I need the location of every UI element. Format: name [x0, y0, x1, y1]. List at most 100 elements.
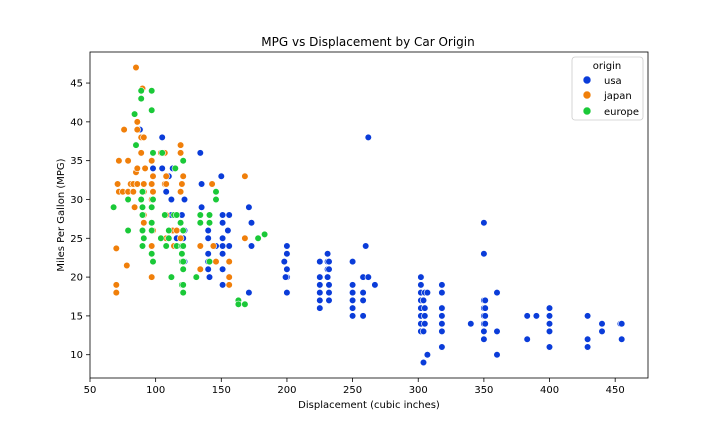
point-europe-52 — [212, 195, 220, 204]
point-usa-72 — [349, 281, 357, 289]
point-usa-69 — [325, 296, 333, 305]
point-europe-55 — [234, 300, 242, 308]
legend-marker-europe — [582, 106, 592, 116]
point-japan-39 — [149, 172, 157, 180]
point-europe-2 — [124, 195, 132, 204]
point-japan-26 — [140, 180, 148, 188]
point-europe-16 — [148, 203, 156, 211]
points-layer — [109, 63, 626, 367]
point-usa-38 — [219, 242, 227, 250]
point-europe-6 — [137, 94, 145, 103]
point-usa-129 — [545, 312, 554, 320]
point-usa-47 — [247, 242, 256, 250]
legend: origin usa japan europe — [571, 56, 644, 121]
point-japan-8 — [123, 261, 131, 270]
legend-label-usa: usa — [604, 76, 622, 87]
point-usa-60 — [316, 296, 324, 305]
point-usa-24 — [198, 180, 206, 188]
point-usa-133 — [583, 312, 592, 320]
point-usa-93 — [419, 358, 428, 367]
y-tick-label-20: 20 — [70, 273, 83, 284]
point-europe-50 — [205, 219, 214, 227]
point-usa-73 — [349, 289, 357, 297]
point-usa-34 — [217, 172, 225, 180]
point-usa-46 — [247, 219, 256, 227]
point-europe-40 — [179, 226, 187, 235]
point-usa-41 — [219, 281, 227, 289]
point-usa-59 — [316, 289, 324, 297]
point-usa-30 — [204, 265, 212, 273]
legend-marker-usa — [582, 75, 592, 85]
point-usa-116 — [480, 327, 488, 336]
point-usa-45 — [245, 203, 253, 211]
point-usa-85 — [417, 273, 425, 281]
point-europe-24 — [158, 149, 166, 157]
point-usa-75 — [349, 304, 357, 312]
point-usa-20 — [180, 195, 189, 204]
x-axis-label: Displacement (cubic inches) — [298, 400, 440, 411]
point-usa-71 — [349, 258, 357, 266]
point-japan-17 — [133, 118, 141, 126]
point-europe-13 — [140, 234, 148, 242]
point-europe-44 — [179, 281, 187, 289]
point-europe-4 — [132, 141, 140, 149]
y-tick-label-40: 40 — [70, 117, 83, 128]
point-japan-71 — [241, 172, 249, 180]
point-japan-56 — [177, 234, 185, 242]
x-tick-label-350: 350 — [474, 385, 493, 396]
point-europe-49 — [205, 211, 214, 219]
point-japan-38 — [148, 273, 156, 281]
point-usa-57 — [316, 273, 324, 281]
point-japan-25 — [140, 133, 148, 141]
point-japan-16 — [132, 63, 140, 72]
point-japan-66 — [212, 258, 220, 266]
point-usa-42 — [224, 226, 232, 235]
point-usa-65 — [325, 258, 333, 266]
point-usa-109 — [467, 320, 475, 328]
point-usa-48 — [245, 289, 253, 297]
point-europe-56 — [241, 300, 249, 308]
point-usa-44 — [225, 211, 233, 219]
point-japan-65 — [209, 242, 217, 250]
point-japan-32 — [148, 180, 156, 188]
point-usa-53 — [283, 289, 291, 297]
point-usa-80 — [359, 312, 367, 320]
point-europe-47 — [196, 211, 204, 219]
point-europe-10 — [138, 211, 147, 219]
point-usa-84 — [371, 281, 379, 289]
x-tick-label-450: 450 — [606, 385, 625, 396]
point-japan-52 — [177, 149, 185, 157]
point-japan-47 — [162, 180, 170, 188]
point-usa-25 — [198, 203, 206, 211]
x-tick-label-300: 300 — [409, 385, 428, 396]
point-japan-53 — [177, 141, 185, 149]
point-japan-70 — [241, 234, 249, 242]
point-japan-23 — [137, 149, 145, 157]
point-usa-39 — [219, 250, 227, 258]
point-japan-37 — [148, 242, 156, 250]
point-japan-45 — [162, 172, 170, 180]
point-usa-3 — [149, 164, 157, 172]
point-usa-117 — [480, 335, 488, 343]
chart-title: MPG vs Displacement by Car Origin — [261, 35, 474, 49]
point-usa-140 — [618, 335, 626, 343]
point-usa-28 — [204, 250, 212, 258]
point-europe-35 — [178, 250, 186, 258]
point-usa-108 — [438, 343, 446, 351]
point-japan-51 — [173, 226, 181, 235]
point-usa-67 — [325, 281, 333, 289]
point-usa-94 — [419, 327, 428, 336]
point-usa-118 — [481, 296, 489, 305]
point-usa-139 — [618, 320, 626, 328]
point-japan-20 — [133, 180, 141, 188]
x-tick-label-50: 50 — [84, 385, 97, 396]
point-usa-81 — [362, 242, 370, 250]
x-tick-label-150: 150 — [212, 385, 231, 396]
point-usa-134 — [583, 335, 592, 343]
point-europe-34 — [177, 219, 185, 227]
point-usa-126 — [523, 312, 531, 320]
point-japan-3 — [113, 180, 122, 188]
point-japan-59 — [179, 172, 187, 180]
point-japan-64 — [208, 180, 216, 188]
point-japan-14 — [131, 203, 139, 211]
